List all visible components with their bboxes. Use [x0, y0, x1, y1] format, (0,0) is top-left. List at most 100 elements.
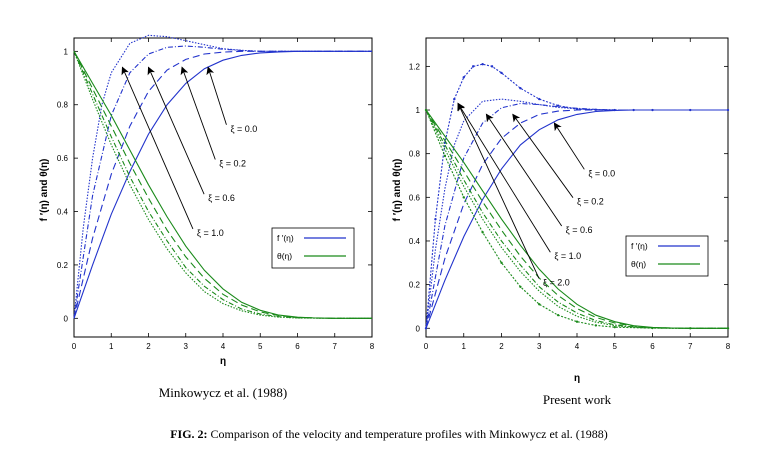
- right-x-tick-label: 3: [537, 342, 542, 351]
- left-series-fprime-0-6: [73, 45, 372, 319]
- right-y-tick-label: 0.6: [409, 193, 421, 202]
- right-annotation-arrow: [485, 113, 563, 227]
- right-series-fprime-0-6: [425, 102, 728, 329]
- left-annotation-label: ξ = 0.6: [208, 193, 235, 203]
- right-series-theta-0-0: [425, 109, 728, 329]
- left-x-tick-label: 5: [258, 342, 263, 351]
- right-y-tick-label: 0: [416, 324, 421, 333]
- right-series-fprime-2-0-point: [462, 76, 465, 79]
- right-series-theta-1-0: [425, 109, 728, 329]
- left-y-tick-label: 0.4: [57, 208, 69, 217]
- left-series-theta-0-2: [73, 51, 372, 319]
- right-y-tick-label: 1: [416, 106, 421, 115]
- right-series-theta-2-0-point: [481, 231, 484, 234]
- right-series-fprime-2-0-point: [689, 108, 692, 112]
- right-series-theta-2-0-point: [726, 327, 730, 330]
- right-series-theta-2-0-point: [538, 303, 541, 306]
- left-x-tick-label: 4: [221, 342, 226, 351]
- right-series-fprime-2-0-point: [632, 108, 635, 112]
- left-legend: f ′(η) θ(η): [271, 227, 355, 269]
- right-annotation-arrow: [457, 102, 551, 253]
- right-x-tick-label: 0: [424, 342, 429, 351]
- right-series-theta-2-0-point: [556, 313, 560, 317]
- left-panel-caption: Minkowycz et al. (1988): [159, 385, 288, 400]
- right-series-fprime-2-0-point: [613, 108, 616, 112]
- left-legend-label-velocity: f ′(η): [277, 233, 294, 243]
- right-legend: f ′(η) θ(η): [625, 235, 709, 277]
- left-y-tick-label: 0.2: [57, 261, 69, 270]
- left-y-tick-label: 0.8: [57, 101, 69, 110]
- left-x-tick-label: 0: [72, 342, 77, 351]
- right-legend-label-temperature: θ(η): [631, 259, 646, 269]
- right-series-theta-0-2: [425, 109, 728, 329]
- right-x-tick-label: 7: [688, 342, 693, 351]
- right-series-theta-2-0-point: [519, 285, 522, 289]
- right-y-axis-label: f ′(η) and θ(η): [392, 159, 403, 222]
- right-series-fprime-2-0-point: [556, 104, 560, 107]
- right-series-fprime-2-0-point: [575, 107, 579, 111]
- left-annotation-label: ξ = 0.0: [230, 124, 257, 134]
- left-x-tick-label: 1: [109, 342, 114, 351]
- left-y-tick-label: 0: [64, 314, 69, 323]
- right-annotation-label: ξ = 1.0: [554, 251, 581, 261]
- right-annotation-arrow: [457, 102, 540, 279]
- left-y-tick-label: 1: [64, 47, 69, 56]
- right-series-theta-2-0-point: [613, 325, 616, 329]
- right-x-tick-label: 5: [613, 342, 618, 351]
- left-series-fprime-0-2: [73, 50, 372, 319]
- left-annotation-arrow: [147, 66, 205, 195]
- right-panel-caption: Present work: [543, 392, 612, 407]
- right-series-fprime-2-0-point: [726, 108, 730, 112]
- right-x-tick-label: 8: [726, 342, 731, 351]
- right-chart-panel: 0 1 2 3 4 5 6 7 800.20.40.60.811.2 ξ = 0.0ξ = 0.…: [392, 37, 731, 407]
- right-annotations: ξ = 0.0 ξ = 0.2 ξ = 0.6 ξ = 1.0 ξ = 2.0: [457, 102, 615, 287]
- right-series-theta-2-0: [425, 109, 728, 329]
- left-series-theta-1-0: [73, 51, 372, 319]
- right-series-theta-2-0-point: [651, 326, 654, 330]
- right-series-theta-0-6: [425, 109, 728, 329]
- right-series-theta-2-0-point: [500, 261, 503, 264]
- figure-caption-text: Comparison of the velocity and temperatu…: [208, 427, 608, 441]
- right-y-tick-label: 0.4: [409, 237, 421, 246]
- right-x-tick-label: 6: [650, 342, 655, 351]
- right-legend-box: [625, 235, 709, 277]
- right-series-fprime-2-0-point: [424, 327, 428, 330]
- right-x-tick-label: 4: [575, 342, 580, 351]
- left-legend-label-temperature: θ(η): [277, 251, 292, 261]
- right-series-theta-2-0-point: [689, 327, 692, 330]
- right-series-fprime-2-0-point: [481, 62, 484, 66]
- left-annotations: ξ = 0.0 ξ = 0.2 ξ = 0.6 ξ = 1.0: [121, 66, 257, 238]
- right-series-fprime-2-0-point: [434, 217, 437, 221]
- figure-caption-label: FIG. 2:: [170, 427, 207, 441]
- left-series-theta-0-0: [73, 51, 372, 319]
- right-series-fprime-2-0-point: [519, 86, 522, 90]
- left-y-axis-label: f ′(η) and θ(η): [39, 159, 50, 222]
- right-series-theta-2-0-point: [424, 108, 428, 112]
- left-legend-box: [271, 227, 355, 269]
- left-x-tick-label: 7: [333, 342, 338, 351]
- right-series-fprime-1-0: [425, 98, 728, 329]
- left-x-tick-label: 2: [146, 342, 151, 351]
- right-series-fprime-2-0-point: [651, 108, 654, 112]
- right-series-theta-2-0-point: [575, 320, 579, 323]
- right-series-fprime-2-0-point: [490, 65, 494, 68]
- right-y-tick-label: 1.2: [409, 62, 421, 71]
- left-x-tick-label: 8: [370, 342, 375, 351]
- left-y-tick-label: 0.6: [57, 154, 69, 163]
- right-series-fprime-2-0-point: [594, 108, 598, 112]
- right-axes: 0 1 2 3 4 5 6 7 8 0 0.2 0.4 0.6 0.8 1 1.2: [409, 38, 731, 351]
- right-series-fprime-2-0-point: [538, 97, 541, 101]
- left-series-theta-0-6: [73, 51, 372, 319]
- left-x-tick-label: 3: [184, 342, 189, 351]
- right-x-tick-label: 2: [499, 342, 504, 351]
- right-series-theta-2-0-point: [443, 154, 447, 158]
- right-series-fprime-0-0: [425, 109, 728, 329]
- right-series-fprime-0-2: [425, 109, 728, 329]
- right-annotation-arrow: [553, 122, 585, 170]
- figure-caption: FIG. 2: Comparison of the velocity and t…: [170, 427, 608, 441]
- right-x-tick-label: 1: [462, 342, 467, 351]
- right-x-axis-label: η: [574, 373, 580, 384]
- left-chart-panel: 0 1 2 3 4 5 6 7 800.20.40.60.81 ξ = 0.0ξ = 0.2ξ …: [39, 34, 375, 400]
- right-series-theta-2-0-point: [594, 324, 598, 327]
